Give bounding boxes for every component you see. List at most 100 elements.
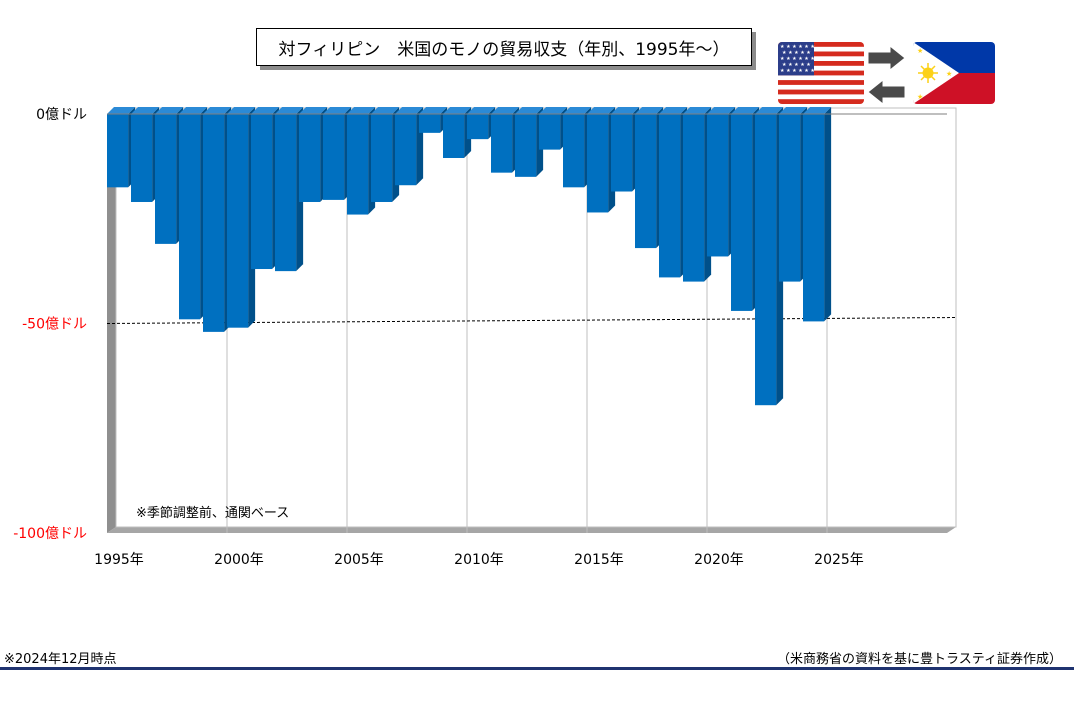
- bar-front: [539, 114, 561, 150]
- bar-front: [803, 114, 825, 322]
- bar-front: [203, 114, 225, 332]
- bar-top: [131, 107, 160, 114]
- bar-front: [707, 114, 729, 257]
- bar: [107, 107, 136, 188]
- bar-top: [803, 107, 832, 114]
- bar-front: [659, 114, 681, 278]
- bar-top: [467, 107, 496, 114]
- bar-top: [779, 107, 808, 114]
- left-arrow-icon: [868, 80, 906, 104]
- bar: [179, 107, 208, 320]
- bar-top: [107, 107, 136, 114]
- bar-front: [299, 114, 321, 202]
- y-tick-label: 0億ドル: [36, 107, 87, 123]
- svg-text:★ ★ ★ ★ ★ ★: ★ ★ ★ ★ ★ ★: [780, 56, 815, 62]
- plot-wall-side: [107, 108, 116, 533]
- bar: [371, 107, 400, 202]
- x-tick-label: 2025年: [814, 552, 864, 568]
- bar: [395, 107, 424, 186]
- bar-front: [227, 114, 249, 328]
- bar-front: [443, 114, 465, 158]
- x-tick-label: 2000年: [214, 552, 264, 568]
- bar-top: [635, 107, 664, 114]
- bar-front: [155, 114, 177, 244]
- bar-front: [467, 114, 489, 140]
- bar: [683, 107, 712, 282]
- bar-front: [131, 114, 153, 202]
- bar: [755, 107, 784, 406]
- bar-front: [515, 114, 537, 177]
- right-arrow-icon: [868, 46, 906, 70]
- bar-front: [251, 114, 273, 270]
- bar: [635, 107, 664, 249]
- bar: [587, 107, 616, 213]
- y-tick-label: -50億ドル: [22, 317, 87, 333]
- us-flag-icon: ★ ★ ★ ★ ★ ★ ★ ★ ★ ★ ★ ★ ★ ★ ★ ★ ★ ★ ★ ★ …: [778, 42, 864, 104]
- bar-top: [587, 107, 616, 114]
- bar: [227, 107, 256, 328]
- bar-top: [179, 107, 208, 114]
- bar-top: [563, 107, 592, 114]
- bar-front: [563, 114, 585, 188]
- bar-top: [299, 107, 328, 114]
- bar: [779, 107, 808, 282]
- bar: [467, 107, 496, 140]
- bar-top: [155, 107, 184, 114]
- bar: [611, 107, 640, 192]
- bar-top: [323, 107, 352, 114]
- bar-front: [323, 114, 345, 200]
- svg-text:★ ★ ★ ★ ★: ★ ★ ★ ★ ★: [782, 62, 811, 68]
- bar: [347, 107, 376, 215]
- bar-front: [611, 114, 633, 192]
- bar-front: [395, 114, 417, 186]
- bar: [299, 107, 328, 202]
- footer-date-note: ※2024年12月時点: [4, 652, 117, 667]
- bar: [203, 107, 232, 332]
- bar-top: [443, 107, 472, 114]
- bar-front: [779, 114, 801, 282]
- bar-top: [419, 107, 448, 114]
- bar-top: [203, 107, 232, 114]
- bar-front: [683, 114, 705, 282]
- bar: [515, 107, 544, 177]
- bar-front: [275, 114, 297, 272]
- bar: [707, 107, 736, 257]
- svg-text:★ ★ ★ ★ ★: ★ ★ ★ ★ ★: [782, 50, 811, 56]
- bar-top: [515, 107, 544, 114]
- bar: [155, 107, 184, 244]
- bar-top: [395, 107, 424, 114]
- y-tick-label: -100億ドル: [13, 526, 87, 542]
- bar-front: [179, 114, 201, 320]
- bar-top: [491, 107, 520, 114]
- x-tick-label: 2015年: [574, 552, 624, 568]
- svg-text:★ ★ ★ ★ ★ ★: ★ ★ ★ ★ ★ ★: [780, 44, 815, 50]
- bar-top: [227, 107, 256, 114]
- svg-text:★ ★ ★ ★ ★ ★: ★ ★ ★ ★ ★ ★: [780, 68, 815, 74]
- bar-top: [731, 107, 760, 114]
- bar-top: [683, 107, 712, 114]
- x-tick-label: 2005年: [334, 552, 384, 568]
- plot-floor: [107, 527, 956, 533]
- bar-top: [371, 107, 400, 114]
- chart-note: ※季節調整前、通関ベース: [136, 505, 289, 521]
- bar: [539, 107, 568, 150]
- bar: [563, 107, 592, 188]
- bar-front: [731, 114, 753, 311]
- svg-text:★: ★: [917, 47, 923, 55]
- bar-top: [659, 107, 688, 114]
- footer-rule: [0, 667, 1074, 670]
- bar-top: [347, 107, 376, 114]
- bar-front: [107, 114, 129, 188]
- bar-front: [491, 114, 513, 173]
- x-tick-label: 1995年: [94, 552, 144, 568]
- bar-front: [587, 114, 609, 213]
- bar-front: [371, 114, 393, 202]
- bar-top: [275, 107, 304, 114]
- bar: [803, 107, 832, 322]
- bar-top: [539, 107, 568, 114]
- bar-top: [707, 107, 736, 114]
- bar: [275, 107, 304, 272]
- bar-side: [824, 107, 832, 322]
- chart-title: 対フィリピン 米国のモノの貿易収支（年別、1995年～）: [256, 28, 752, 66]
